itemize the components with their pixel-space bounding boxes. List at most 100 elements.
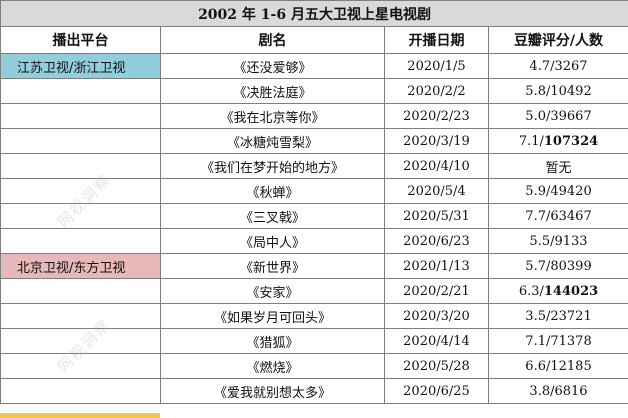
cell-rating[interactable]: 5.0/39667 xyxy=(487,103,628,129)
rating-count: 6816 xyxy=(554,383,588,399)
cell-premiere-date[interactable]: 2020/1/13 xyxy=(384,253,489,279)
cell-rating[interactable]: 4.7/3267 xyxy=(487,53,628,79)
rating-count: 71378 xyxy=(550,333,592,349)
cell-rating[interactable]: 暂无 xyxy=(487,153,628,179)
cell-premiere-date[interactable]: 2020/2/23 xyxy=(384,103,489,129)
cell-drama-name[interactable]: 《三叉戟》 xyxy=(160,203,385,229)
cell-premiere-date[interactable]: 2020/4/14 xyxy=(384,328,489,354)
rating-score: 7.1/ xyxy=(525,333,551,349)
rating-score: 7.1/ xyxy=(518,133,544,149)
cell-premiere-date[interactable]: 2020/4/10 xyxy=(384,153,489,179)
cell-platform[interactable]: 江苏卫视/浙江卫视 xyxy=(0,53,161,79)
cell-drama-name[interactable]: 《秋蝉》 xyxy=(160,178,385,204)
cell-platform[interactable] xyxy=(0,353,161,379)
table-row: 《猎狐》 2020/4/14 7.1/71378 xyxy=(0,328,628,354)
table-title[interactable]: 2002 年 1-6 月五大卫视上星电视剧 xyxy=(0,0,628,27)
cell-drama-name[interactable]: 《猎狐》 xyxy=(160,328,385,354)
rating-score: 3.5/ xyxy=(525,308,551,324)
cell-platform[interactable] xyxy=(0,203,161,229)
cell-premiere-date[interactable]: 2020/2/2 xyxy=(384,78,489,104)
cell-platform[interactable] xyxy=(0,328,161,354)
rating-score: 7.7/ xyxy=(525,208,551,224)
rating-score: 3.8/ xyxy=(529,383,555,399)
cell-rating[interactable]: 5.8/10492 xyxy=(487,78,628,104)
table-row: 《局中人》 2020/6/23 5.5/9133 xyxy=(0,228,628,254)
rating-score: 6.3/ xyxy=(518,283,544,299)
cell-premiere-date[interactable]: 2020/3/20 xyxy=(384,303,489,329)
rating-count: 9133 xyxy=(554,233,588,249)
cell-rating[interactable]: 5.5/9133 xyxy=(487,228,628,254)
cell-rating[interactable]: 7.1/71378 xyxy=(487,328,628,354)
cell-drama-name[interactable]: 《新世界》 xyxy=(160,253,385,279)
rating-score: 6.6/ xyxy=(525,358,551,374)
cell-drama-name[interactable]: 《还没爱够》 xyxy=(160,53,385,79)
rating-score: 5.8/ xyxy=(525,83,551,99)
cell-premiere-date[interactable]: 2020/5/4 xyxy=(384,178,489,204)
cell-drama-name[interactable]: 《冰糖炖雪梨》 xyxy=(160,128,385,154)
rating-count: 107324 xyxy=(543,133,599,149)
cell-drama-name[interactable]: 《决胜法庭》 xyxy=(160,78,385,104)
header-row: 播出平台 剧名 开播日期 豆瓣评分/人数 xyxy=(0,26,628,54)
cell-premiere-date[interactable]: 2020/5/31 xyxy=(384,203,489,229)
rating-score: 5.7/ xyxy=(525,258,551,274)
cell-rating[interactable]: 3.8/6816 xyxy=(487,378,628,404)
cell-platform[interactable] xyxy=(0,103,161,129)
table-title-row: 2002 年 1-6 月五大卫视上星电视剧 xyxy=(0,0,628,27)
cell-platform[interactable] xyxy=(0,78,161,104)
rating-score: 5.5/ xyxy=(529,233,555,249)
cell-drama-name[interactable]: 《局中人》 xyxy=(160,228,385,254)
table-row: 《冰糖炖雪梨》 2020/3/19 7.1/107324 xyxy=(0,128,628,154)
header-name[interactable]: 剧名 xyxy=(160,26,385,54)
cell-platform[interactable] xyxy=(0,378,161,404)
cell-drama-name[interactable]: 《安家》 xyxy=(160,278,385,304)
cell-platform[interactable] xyxy=(0,178,161,204)
table-row: 《秋蝉》 2020/5/4 5.9/49420 xyxy=(0,178,628,204)
table-row: 北京卫视/东方卫视 《新世界》 2020/1/13 5.7/80399 xyxy=(0,253,628,279)
rating-count: 23721 xyxy=(550,308,592,324)
cell-premiere-date[interactable]: 2020/6/23 xyxy=(384,228,489,254)
table-row: 《我在北京等你》 2020/2/23 5.0/39667 xyxy=(0,103,628,129)
cell-drama-name[interactable]: 《燃烧》 xyxy=(160,353,385,379)
cell-rating[interactable]: 6.6/12185 xyxy=(487,353,628,379)
table-row: 江苏卫视/浙江卫视 《还没爱够》 2020/1/5 4.7/3267 xyxy=(0,53,628,79)
cell-drama-name[interactable]: 《爱我就别想太多》 xyxy=(160,378,385,404)
rating-count: 39667 xyxy=(550,108,592,124)
cell-premiere-date[interactable]: 2020/2/21 xyxy=(384,278,489,304)
header-platform[interactable]: 播出平台 xyxy=(0,26,161,54)
cell-premiere-date[interactable]: 2020/1/5 xyxy=(384,53,489,79)
cell-premiere-date[interactable]: 2020/5/28 xyxy=(384,353,489,379)
rating-score: 5.9/ xyxy=(525,183,551,199)
rating-count: 3267 xyxy=(554,58,588,74)
table-row: 《如果岁月可回头》 2020/3/20 3.5/23721 xyxy=(0,303,628,329)
rating-count: 144023 xyxy=(543,283,599,299)
cell-drama-name[interactable]: 《如果岁月可回头》 xyxy=(160,303,385,329)
table-row: 《决胜法庭》 2020/2/2 5.8/10492 xyxy=(0,78,628,104)
cell-platform[interactable] xyxy=(0,278,161,304)
cell-platform[interactable] xyxy=(0,153,161,179)
cell-platform[interactable] xyxy=(0,228,161,254)
rating-count: 49420 xyxy=(550,183,592,199)
cell-platform[interactable] xyxy=(0,303,161,329)
cell-rating[interactable]: 7.1/107324 xyxy=(487,128,628,154)
cell-drama-name[interactable]: 《我们在梦开始的地方》 xyxy=(160,153,385,179)
rating-count: 10492 xyxy=(550,83,592,99)
rating-score: 暂无 xyxy=(545,160,572,176)
rating-score: 4.7/ xyxy=(529,58,555,74)
platform-cell-hunan-partial[interactable] xyxy=(0,413,160,418)
cell-rating[interactable]: 6.3/144023 xyxy=(487,278,628,304)
cell-platform[interactable]: 北京卫视/东方卫视 xyxy=(0,253,161,279)
cell-drama-name[interactable]: 《我在北京等你》 xyxy=(160,103,385,129)
cell-rating[interactable]: 5.7/80399 xyxy=(487,253,628,279)
cell-rating[interactable]: 7.7/63467 xyxy=(487,203,628,229)
table-row: 《爱我就别想太多》 2020/6/25 3.8/6816 xyxy=(0,378,628,404)
cell-premiere-date[interactable]: 2020/3/19 xyxy=(384,128,489,154)
cell-rating[interactable]: 5.9/49420 xyxy=(487,178,628,204)
header-rating[interactable]: 豆瓣评分/人数 xyxy=(487,26,628,54)
cell-rating[interactable]: 3.5/23721 xyxy=(487,303,628,329)
rating-count: 80399 xyxy=(550,258,592,274)
cell-premiere-date[interactable]: 2020/6/25 xyxy=(384,378,489,404)
cell-platform[interactable] xyxy=(0,128,161,154)
table-row: 《三叉戟》 2020/5/31 7.7/63467 xyxy=(0,203,628,229)
header-date[interactable]: 开播日期 xyxy=(384,26,489,54)
